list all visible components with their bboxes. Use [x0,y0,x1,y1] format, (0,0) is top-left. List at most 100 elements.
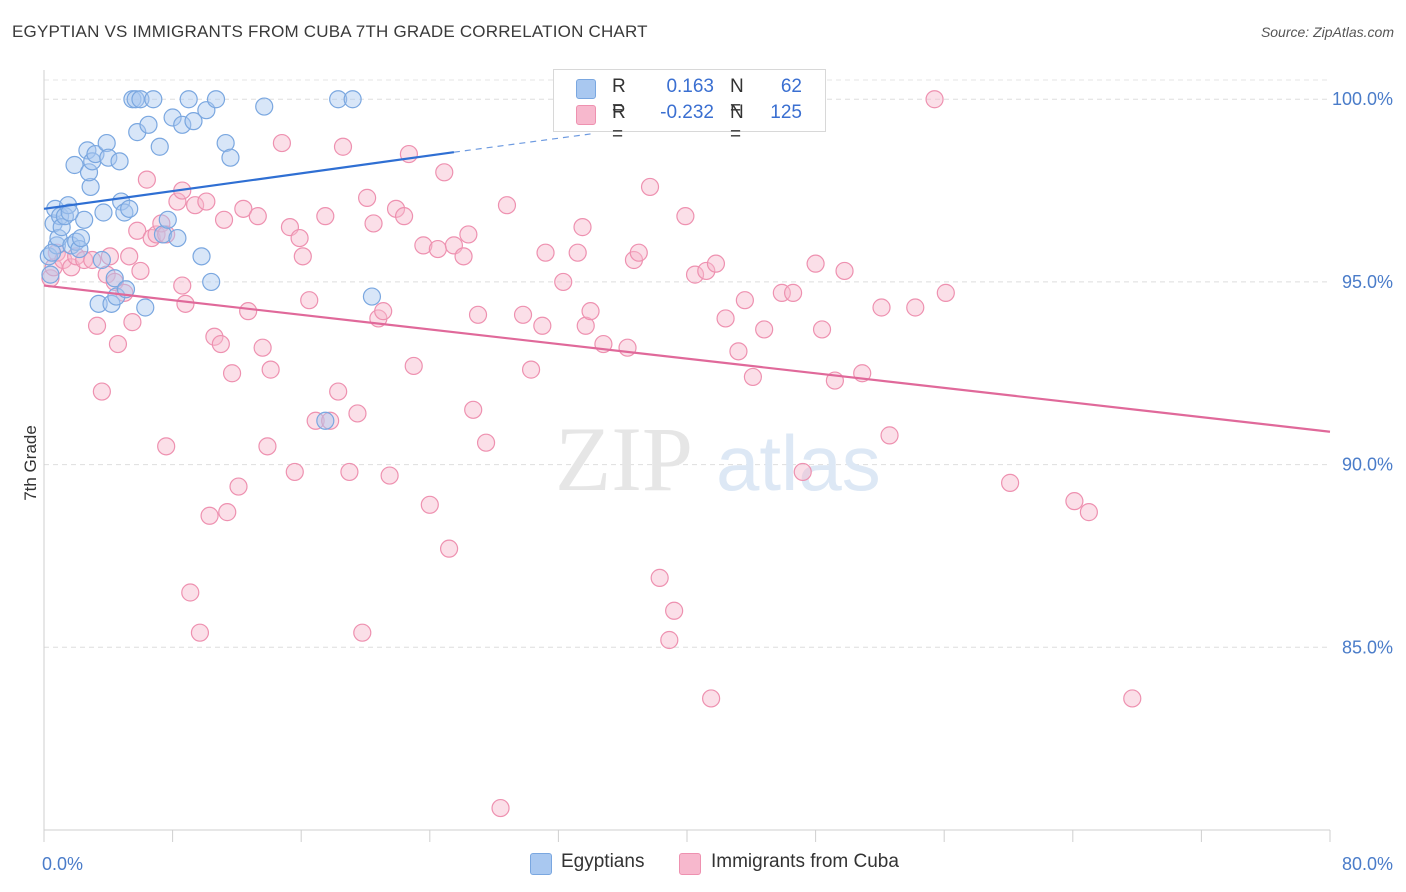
point-cuba [439,539,459,558]
point-egyptians [92,250,111,270]
point-cuba [234,199,253,218]
point-egyptians [97,133,116,153]
point-cuba [435,163,454,182]
point-cuba [925,90,944,109]
point-egyptians [136,298,155,317]
point-egyptians [128,123,147,142]
point-cuba [205,327,224,346]
point-cuba [306,411,325,430]
point-egyptians [192,247,211,266]
point-egyptians [255,97,274,116]
point-cuba [197,192,216,211]
trend-line-egyptians-extension [453,133,591,153]
point-egyptians [206,90,226,109]
point-cuba [576,316,595,335]
point-cuba [253,338,272,357]
point-cuba [755,320,774,339]
point-egyptians [221,148,240,167]
trend-lines [43,133,1331,433]
point-cuba [835,261,854,281]
point-cuba [533,316,552,335]
legend-n-label: N = [730,76,744,119]
point-egyptians [163,108,182,127]
correlation-legend: R = 0.163 N = 62 R = -0.232 N = 125 [553,69,826,145]
point-egyptians [81,177,100,197]
point-cuba [290,228,309,248]
point-egyptians [184,112,203,131]
watermark-atlas: atlas [716,419,881,507]
point-egyptians [329,90,348,109]
point-egyptians [316,411,335,430]
point-cuba [685,265,705,284]
point-cuba [793,462,812,482]
point-egyptians [153,225,173,244]
point-cuba [491,798,510,818]
point-cuba [380,466,399,485]
point-cuba [660,630,679,650]
point-cuba [87,316,107,335]
point-cuba [300,291,319,310]
point-cuba [1123,689,1142,708]
point-cuba [404,356,423,376]
y-tick-label: 85.0% [1342,637,1393,657]
point-cuba [880,426,899,445]
trend-line-egyptians [43,151,455,210]
point-cuba [173,276,192,295]
point-egyptians [139,115,158,134]
point-cuba [168,192,187,211]
point-egyptians [99,148,118,167]
x-tick-label-min: 0.0% [42,854,83,874]
point-cuba [702,689,721,708]
point-cuba [176,294,195,313]
point-cuba [120,247,139,266]
point-cuba [454,247,473,266]
legend-r-label: R = [612,76,626,119]
point-cuba [743,367,763,387]
point-cuba [640,177,660,197]
point-cuba [414,236,433,255]
legend-swatch-egyptians [530,853,552,875]
point-egyptians [150,137,169,156]
point-cuba [329,382,348,401]
point-cuba [783,283,803,302]
point-cuba [464,400,483,419]
point-cuba [665,601,684,620]
point-cuba [936,283,955,302]
point-cuba [716,309,735,328]
point-cuba [348,404,367,423]
point-cuba [1065,492,1084,511]
point-cuba [321,411,340,430]
x-tick-label-max: 80.0% [1342,854,1393,874]
legend-swatch-cuba [576,105,596,125]
point-cuba [123,313,142,332]
point-cuba [420,495,439,514]
point-egyptians [131,90,150,109]
point-cuba [248,207,267,226]
point-cuba [676,207,695,226]
point-cuba [261,360,280,379]
trend-line-cuba [43,284,1331,433]
point-egyptians [202,272,221,292]
point-egyptians [75,210,94,229]
legend-r-label: R = [612,102,626,145]
point-egyptians [60,203,79,222]
point-cuba [497,196,517,215]
point-cuba [353,623,372,642]
point-cuba [812,320,832,339]
point-cuba [476,433,496,452]
point-cuba [272,133,292,153]
legend-label-egyptians: Egyptians [561,851,645,872]
legend-n-label: N = [730,102,744,145]
point-cuba [200,506,219,525]
point-cuba [333,137,353,156]
series-legend: Egyptians Immigrants from Cuba [0,851,1406,879]
point-cuba [190,623,210,642]
point-cuba [513,305,533,324]
point-cuba [536,243,555,262]
point-cuba [806,254,825,273]
point-egyptians [79,163,99,182]
point-egyptians [120,199,139,218]
point-cuba [1079,503,1098,522]
legend-r-value: -0.232 [660,102,714,123]
